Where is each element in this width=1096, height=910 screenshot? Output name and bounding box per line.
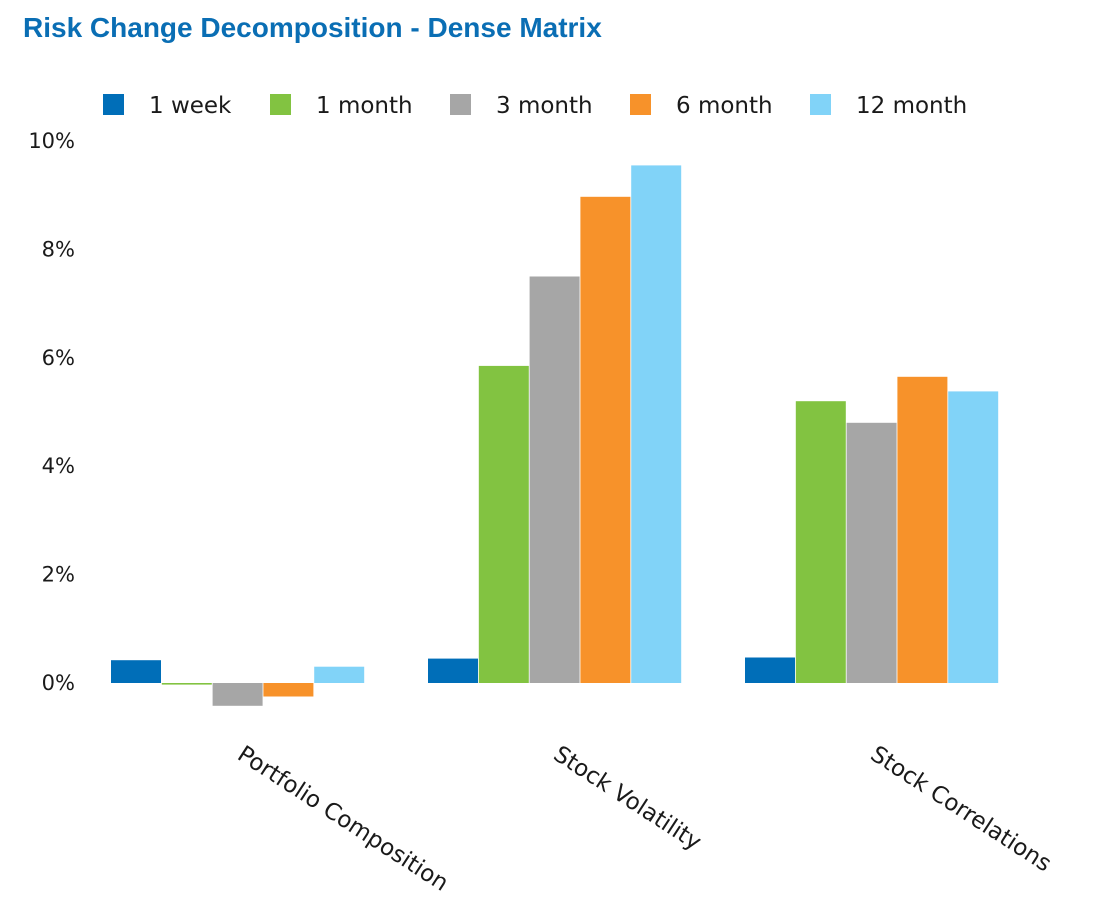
bars — [111, 165, 999, 706]
y-tick-label: 4% — [42, 454, 75, 478]
legend-label: 1 week — [149, 93, 232, 119]
legend-swatch — [630, 94, 651, 115]
legend-label: 12 month — [856, 93, 967, 119]
x-category-label: Stock Volatility — [549, 741, 706, 856]
y-tick-label: 2% — [42, 563, 75, 587]
bar — [212, 683, 263, 706]
y-tick-label: 0% — [42, 671, 75, 695]
x-axis: Portfolio Composition Stock Volatility Sto… — [233, 741, 1056, 897]
bar — [631, 165, 682, 683]
legend-label: 1 month — [316, 93, 413, 119]
legend-label: 6 month — [676, 93, 773, 119]
bar — [529, 276, 580, 683]
legend-swatch — [270, 94, 291, 115]
bar — [745, 657, 795, 683]
bar — [111, 660, 161, 683]
y-axis: 0% 2% 4% 6% 8% 10% — [28, 129, 75, 695]
y-tick-label: 8% — [42, 237, 75, 261]
bar — [580, 196, 631, 684]
legend-swatch — [450, 94, 471, 115]
bar — [263, 683, 314, 697]
legend: 1 week 1 month 3 month 6 month 12 month — [103, 93, 967, 119]
bar — [161, 683, 212, 685]
bar — [795, 401, 846, 683]
bar — [897, 376, 948, 683]
legend-label: 3 month — [496, 93, 593, 119]
bar — [948, 391, 999, 683]
chart-title: Risk Change Decomposition - Dense Matrix — [23, 12, 602, 43]
x-category-label: Stock Correlations — [866, 741, 1056, 877]
bar — [846, 422, 897, 683]
legend-swatch — [103, 94, 124, 115]
y-tick-label: 10% — [28, 129, 75, 153]
bar — [428, 658, 478, 683]
x-category-label: Portfolio Composition — [233, 741, 453, 897]
bar — [314, 666, 365, 683]
bar — [478, 365, 529, 683]
legend-swatch — [810, 94, 831, 115]
y-tick-label: 6% — [42, 346, 75, 370]
